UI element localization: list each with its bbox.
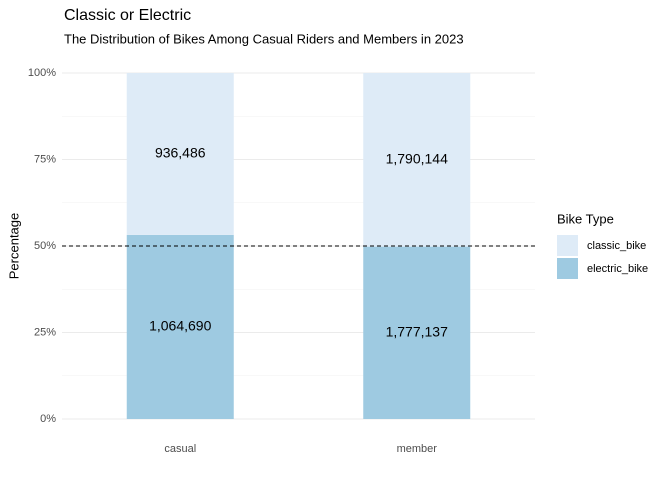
bar-segment	[126, 234, 234, 419]
legend-key	[557, 235, 578, 256]
y-tick-label: 50%	[34, 240, 56, 252]
y-tick-label: 100%	[28, 67, 56, 79]
y-tick-label: 0%	[40, 413, 56, 425]
bar-segment	[126, 73, 234, 235]
legend-label: electric_bike	[587, 263, 648, 275]
y-tick-label: 25%	[34, 326, 56, 338]
legend-title: Bike Type	[557, 211, 614, 226]
x-tick-label: casual	[164, 443, 196, 455]
legend-key	[557, 258, 578, 279]
y-tick-label: 75%	[34, 153, 56, 165]
data-label: 936,486	[155, 145, 206, 161]
chart-title: Classic or Electric	[64, 7, 191, 24]
data-label: 1,777,137	[386, 324, 448, 340]
bar-segment	[363, 246, 471, 419]
data-label: 1,790,144	[386, 151, 448, 167]
legend-label: classic_bike	[587, 240, 646, 252]
bar-segment	[363, 73, 471, 247]
data-label: 1,064,690	[149, 318, 211, 334]
y-axis-title: Percentage	[6, 213, 21, 280]
chart-subtitle: The Distribution of Bikes Among Casual R…	[64, 31, 464, 46]
x-tick-label: member	[397, 443, 438, 455]
